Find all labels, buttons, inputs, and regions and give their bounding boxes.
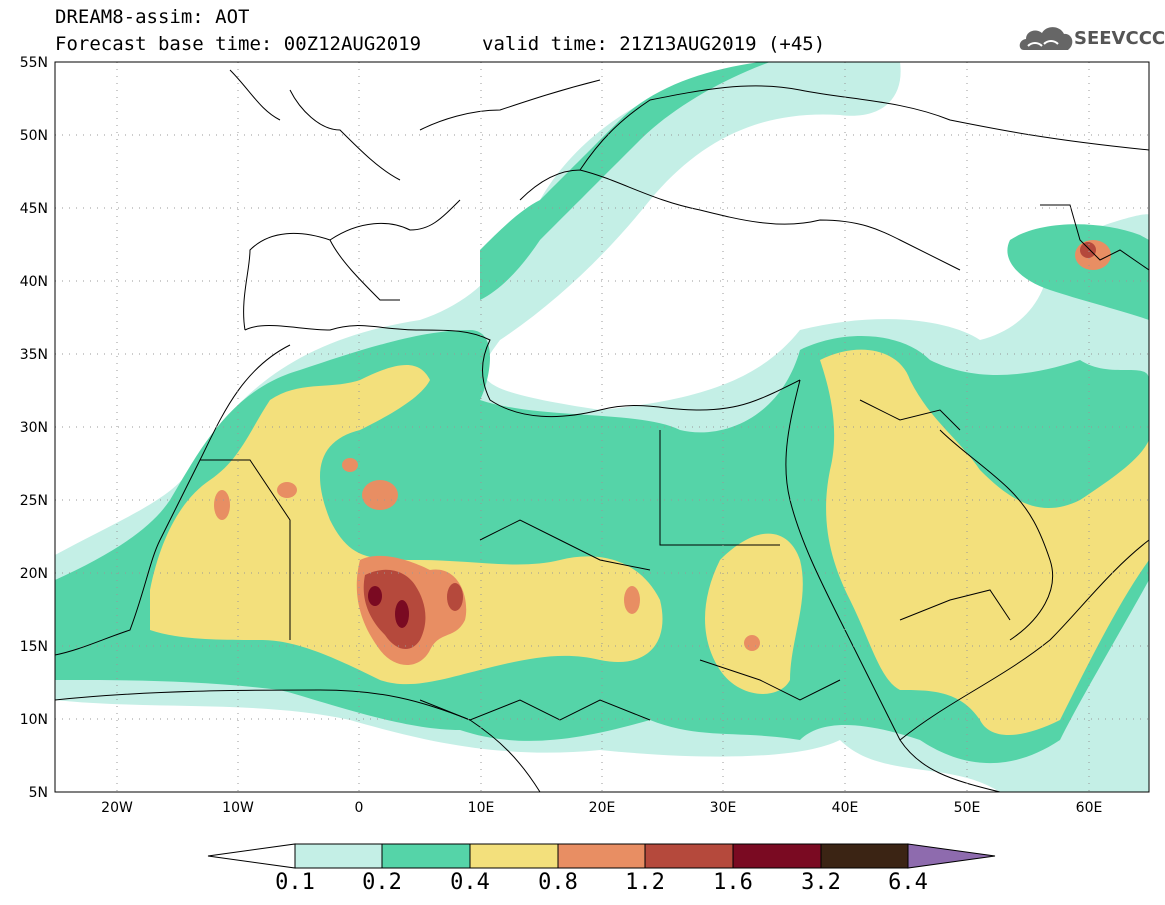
colorbar-swatch	[732, 843, 822, 869]
lat-label: 55N	[20, 55, 48, 71]
colorbar-swatch	[557, 843, 646, 869]
lat-label: 40N	[20, 274, 48, 290]
lon-label: 40E	[832, 800, 859, 816]
colorbar-label: 1.2	[625, 870, 665, 895]
colorbar-swatch	[469, 843, 559, 869]
logo: SEEVCCC	[1018, 22, 1165, 58]
colorbar-label: 0.1	[275, 870, 315, 895]
coastlines	[55, 69, 1149, 792]
colorbar-swatch	[820, 843, 909, 869]
colorbar-swatch	[381, 843, 471, 869]
colorbar-label: 0.8	[538, 870, 578, 895]
lat-label: 35N	[20, 347, 48, 363]
logo-text: SEEVCCC	[1074, 28, 1165, 49]
lat-label: 45N	[20, 201, 48, 217]
lon-label: 10E	[468, 800, 495, 816]
base-time: Forecast base time: 00Z12AUG2019	[55, 33, 422, 55]
colorbar-swatch	[644, 843, 734, 869]
colorbar-label: 3.2	[801, 870, 841, 895]
lat-label: 20N	[20, 566, 48, 582]
lat-label: 5N	[29, 785, 48, 801]
lat-labels: 55N 50N 45N 40N 35N 30N 25N 20N 15N 10N …	[20, 55, 48, 801]
lat-label: 50N	[20, 128, 48, 144]
lon-label: 50E	[954, 800, 981, 816]
lon-labels: 20W 10W 0 10E 20E 30E 40E 50E 60E	[101, 800, 1102, 816]
colorbar-label: 0.4	[450, 870, 490, 895]
lat-label: 25N	[20, 493, 48, 509]
colorbar-label: 0.2	[362, 870, 402, 895]
colorbar-label: 6.4	[888, 870, 928, 895]
colorbar-max-arrow	[907, 843, 996, 869]
aot-band-1.6	[368, 586, 409, 628]
colorbar	[207, 843, 996, 869]
lat-label: 15N	[20, 639, 48, 655]
lat-label: 10N	[20, 712, 48, 728]
lon-label: 0	[355, 800, 364, 816]
chart-title: DREAM8-assim: AOT	[55, 6, 250, 28]
lon-label: 10W	[222, 800, 254, 816]
cloud-logo-icon	[1019, 27, 1073, 50]
lon-label: 20E	[589, 800, 616, 816]
colorbar-min-arrow	[207, 843, 296, 869]
lon-label: 30E	[710, 800, 737, 816]
valid-time: valid time: 21Z13AUG2019 (+45)	[482, 33, 826, 55]
graticule	[55, 62, 1149, 792]
colorbar-swatch	[294, 843, 383, 869]
aot-band-0.4	[150, 349, 1149, 735]
lat-label: 30N	[20, 420, 48, 436]
lon-label: 60E	[1076, 800, 1103, 816]
colorbar-label: 1.6	[713, 870, 753, 895]
plot-frame	[54, 61, 1150, 793]
lon-label: 20W	[101, 800, 133, 816]
